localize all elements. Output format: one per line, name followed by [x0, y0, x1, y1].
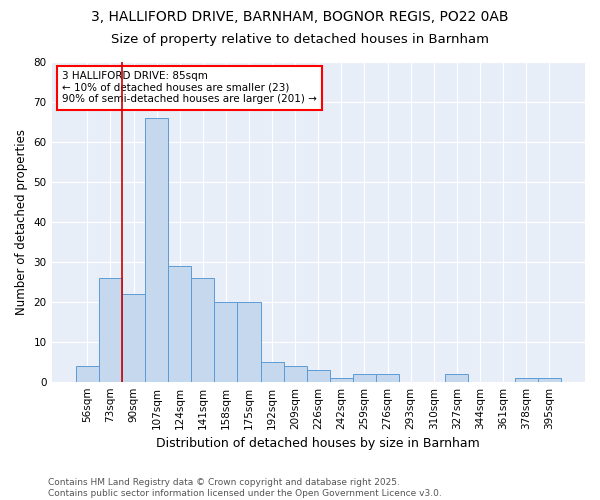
X-axis label: Distribution of detached houses by size in Barnham: Distribution of detached houses by size …	[157, 437, 480, 450]
Bar	[284, 366, 307, 382]
Bar	[238, 302, 260, 382]
Bar	[538, 378, 561, 382]
Bar	[214, 302, 238, 382]
Y-axis label: Number of detached properties: Number of detached properties	[15, 128, 28, 314]
Bar	[307, 370, 330, 382]
Text: Contains HM Land Registry data © Crown copyright and database right 2025.
Contai: Contains HM Land Registry data © Crown c…	[48, 478, 442, 498]
Bar	[260, 362, 284, 382]
Text: Size of property relative to detached houses in Barnham: Size of property relative to detached ho…	[111, 32, 489, 46]
Bar	[191, 278, 214, 382]
Bar	[376, 374, 399, 382]
Bar	[445, 374, 469, 382]
Bar	[122, 294, 145, 382]
Bar	[330, 378, 353, 382]
Bar	[99, 278, 122, 382]
Bar	[76, 366, 99, 382]
Bar	[145, 118, 168, 382]
Bar	[515, 378, 538, 382]
Text: 3 HALLIFORD DRIVE: 85sqm
← 10% of detached houses are smaller (23)
90% of semi-d: 3 HALLIFORD DRIVE: 85sqm ← 10% of detach…	[62, 71, 317, 104]
Bar	[353, 374, 376, 382]
Text: 3, HALLIFORD DRIVE, BARNHAM, BOGNOR REGIS, PO22 0AB: 3, HALLIFORD DRIVE, BARNHAM, BOGNOR REGI…	[91, 10, 509, 24]
Bar	[168, 266, 191, 382]
